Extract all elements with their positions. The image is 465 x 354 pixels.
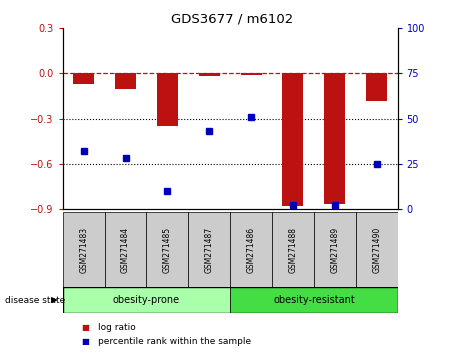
Bar bbox=[157, 74, 178, 126]
Text: obesity-prone: obesity-prone bbox=[113, 295, 180, 305]
Text: ■: ■ bbox=[81, 323, 89, 332]
Text: obesity-resistant: obesity-resistant bbox=[273, 295, 355, 305]
Text: GSM271483: GSM271483 bbox=[79, 227, 88, 273]
Bar bbox=[146, 212, 188, 287]
Bar bbox=[188, 212, 230, 287]
Bar bbox=[63, 287, 230, 313]
Text: GSM271488: GSM271488 bbox=[288, 227, 298, 273]
Bar bbox=[63, 212, 105, 287]
Text: GSM271485: GSM271485 bbox=[163, 227, 172, 273]
Text: GSM271486: GSM271486 bbox=[246, 227, 256, 273]
Bar bbox=[240, 74, 261, 75]
Text: disease state: disease state bbox=[5, 296, 65, 304]
Bar bbox=[73, 74, 94, 84]
Bar bbox=[356, 212, 398, 287]
Bar bbox=[199, 74, 219, 76]
Text: GDS3677 / m6102: GDS3677 / m6102 bbox=[172, 12, 293, 25]
Text: GSM271487: GSM271487 bbox=[205, 227, 214, 273]
Bar bbox=[115, 74, 136, 88]
Text: GSM271490: GSM271490 bbox=[372, 227, 381, 273]
Bar bbox=[230, 212, 272, 287]
Bar bbox=[314, 212, 356, 287]
Bar bbox=[105, 212, 146, 287]
Bar bbox=[366, 74, 387, 101]
Text: percentile rank within the sample: percentile rank within the sample bbox=[98, 337, 251, 346]
Text: ■: ■ bbox=[81, 337, 89, 346]
Text: GSM271489: GSM271489 bbox=[330, 227, 339, 273]
Text: log ratio: log ratio bbox=[98, 323, 135, 332]
Text: GSM271484: GSM271484 bbox=[121, 227, 130, 273]
Bar bbox=[282, 74, 303, 206]
Bar bbox=[324, 74, 345, 204]
Bar bbox=[272, 212, 314, 287]
Bar bbox=[230, 287, 398, 313]
